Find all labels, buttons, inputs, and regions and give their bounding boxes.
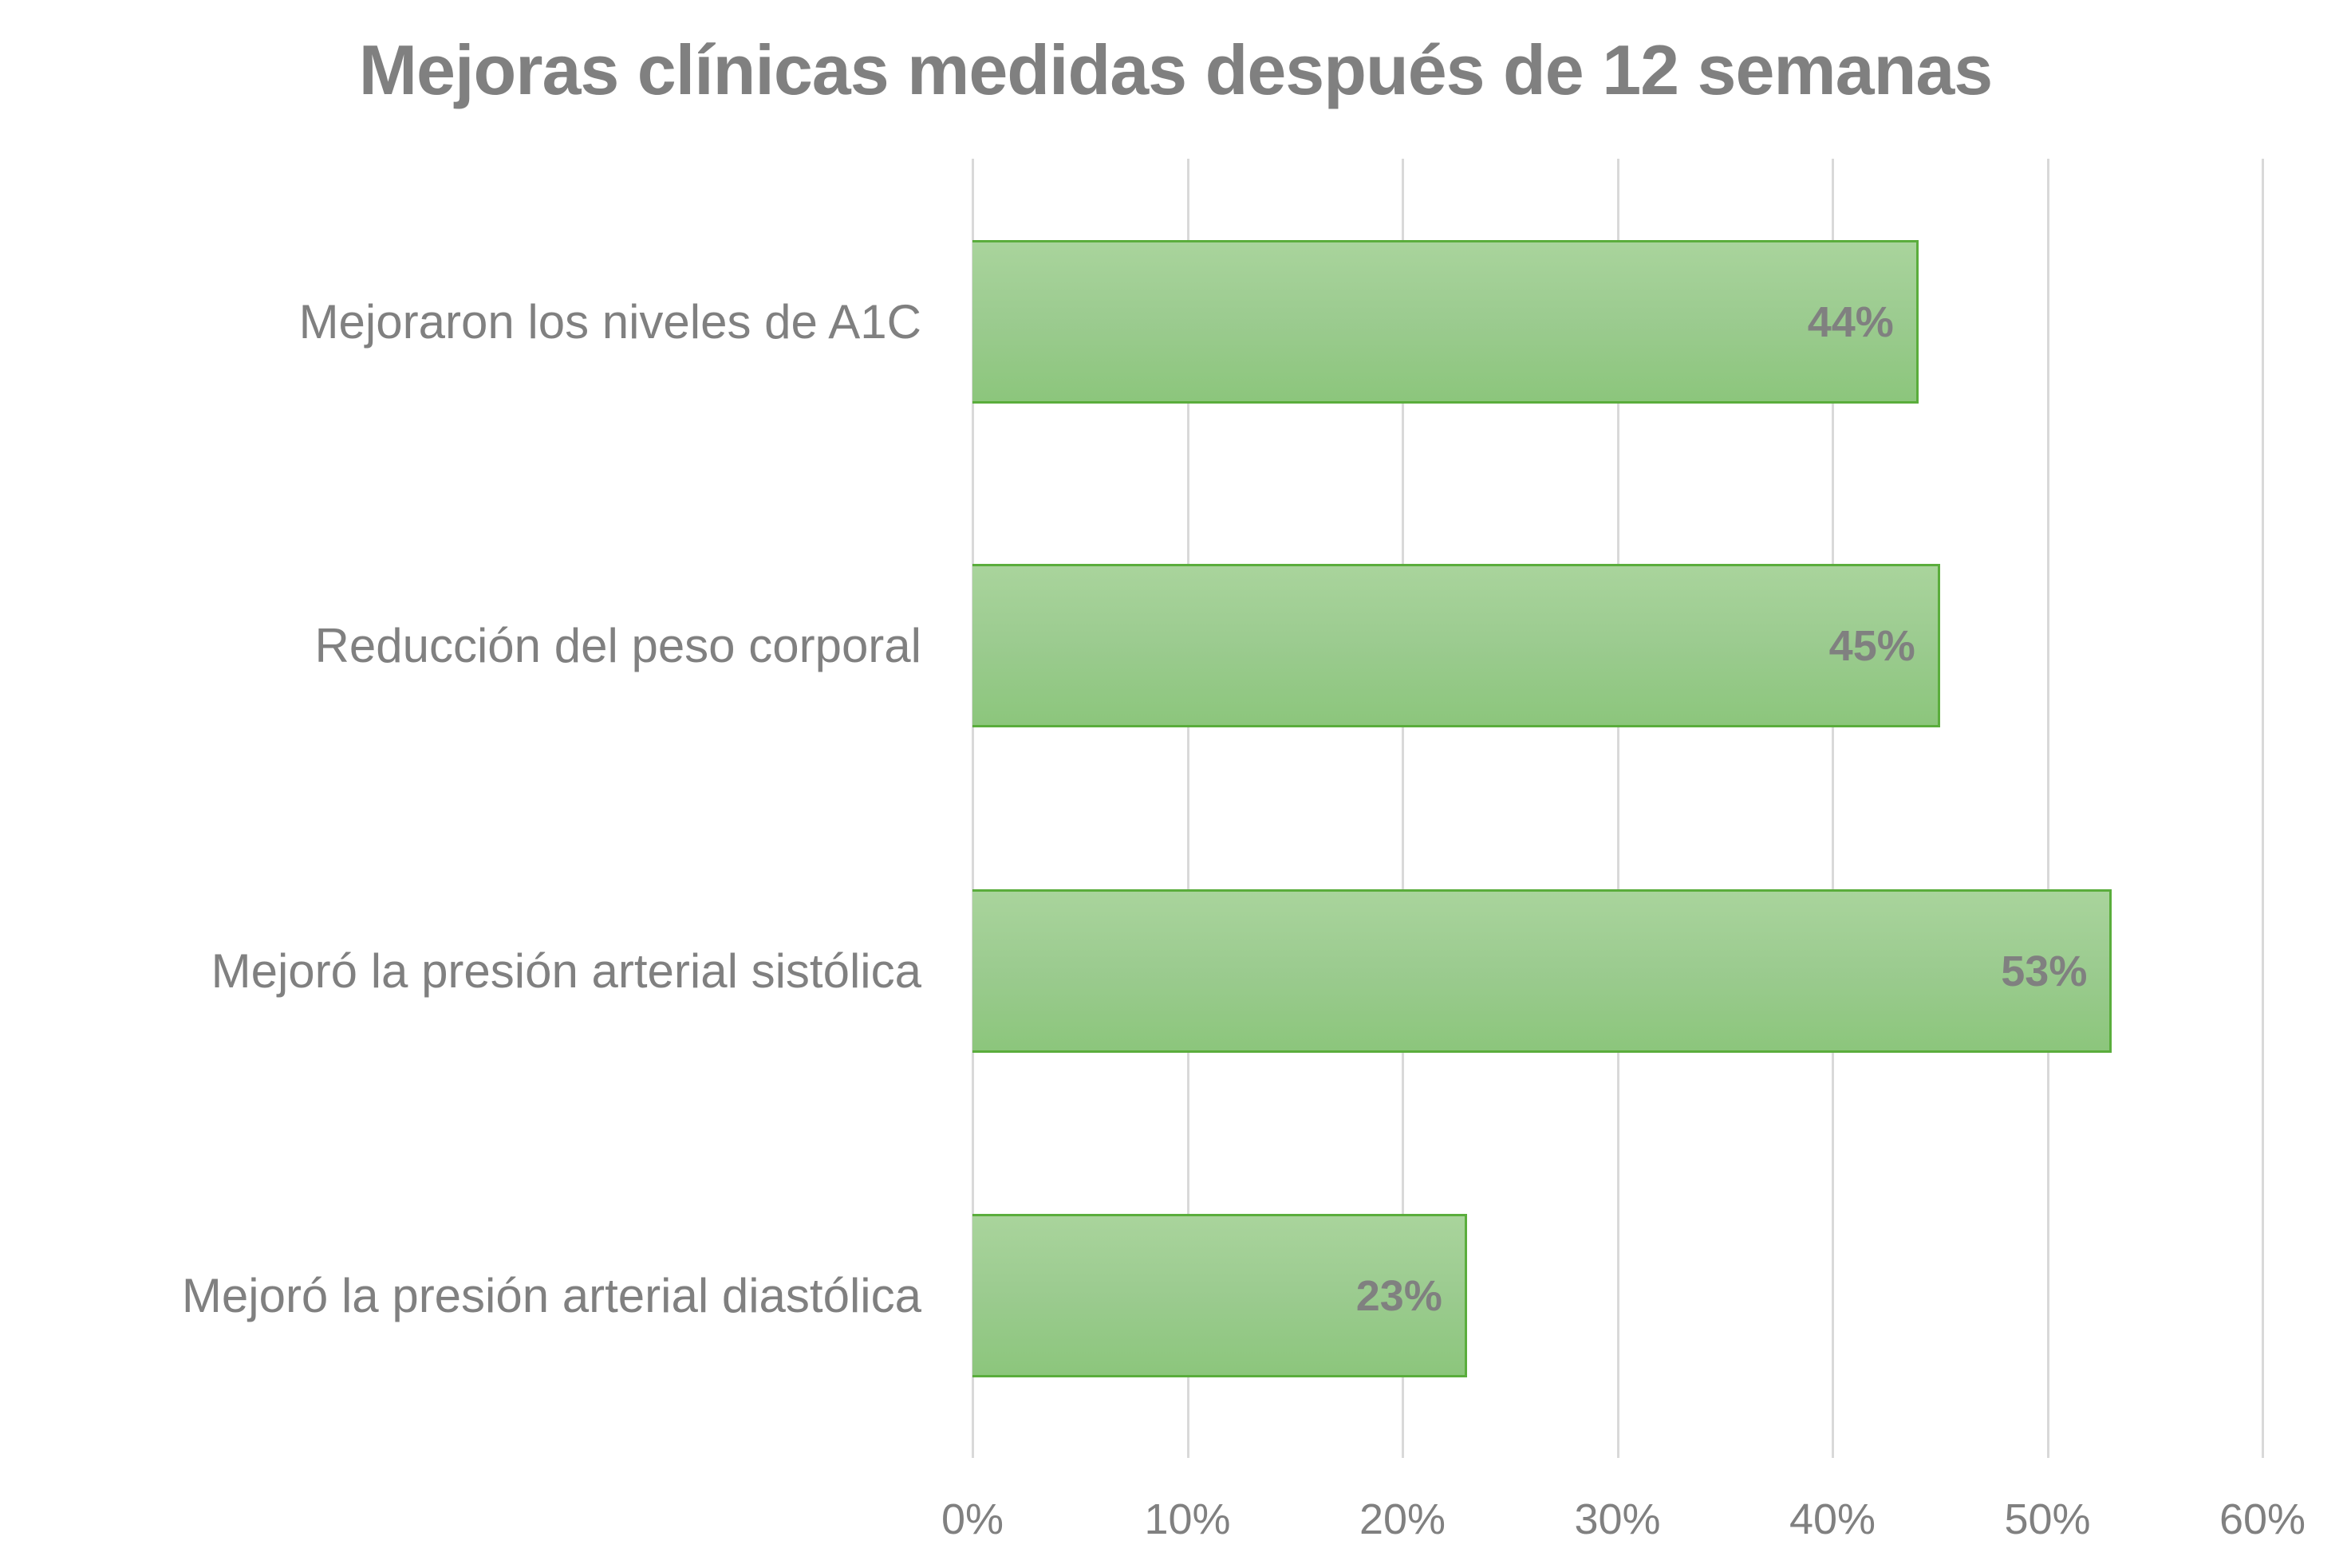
gridline-10 bbox=[1186, 159, 1189, 1458]
bar-a1c: 44% bbox=[972, 240, 1919, 404]
gridline-30 bbox=[1616, 159, 1619, 1458]
gridline-20 bbox=[1402, 159, 1404, 1458]
bar-value-label: 44% bbox=[1807, 297, 1894, 346]
category-label-weight: Reducción del peso corporal bbox=[314, 619, 921, 672]
bar-systolic: 53% bbox=[972, 889, 2112, 1053]
gridline-0 bbox=[972, 159, 974, 1458]
plot-area: 44% 45% 53% 23% bbox=[972, 159, 2264, 1458]
x-tick-60: 60% bbox=[2219, 1495, 2306, 1543]
gridline-60 bbox=[2262, 159, 2264, 1458]
bar-value-label: 53% bbox=[2001, 947, 2088, 995]
gridline-50 bbox=[2046, 159, 2049, 1458]
bar-diastolic: 23% bbox=[972, 1214, 1467, 1377]
x-tick-10: 10% bbox=[1144, 1495, 1231, 1543]
x-tick-50: 50% bbox=[2004, 1495, 2091, 1543]
bar-value-label: 23% bbox=[1355, 1271, 1442, 1320]
x-tick-40: 40% bbox=[1789, 1495, 1876, 1543]
x-tick-20: 20% bbox=[1359, 1495, 1446, 1543]
category-label-diastolic: Mejoró la presión arterial diastólica bbox=[181, 1269, 921, 1322]
bar-weight: 45% bbox=[972, 564, 1940, 727]
category-label-systolic: Mejoró la presión arterial sistólica bbox=[211, 944, 921, 998]
x-tick-0: 0% bbox=[941, 1495, 1004, 1543]
category-label-a1c: Mejoraron los niveles de A1C bbox=[298, 295, 921, 349]
gridline-40 bbox=[1832, 159, 1834, 1458]
bar-value-label: 45% bbox=[1828, 621, 1915, 670]
chart-title: Mejoras clínicas medidas después de 12 s… bbox=[358, 30, 1993, 109]
x-tick-30: 30% bbox=[1574, 1495, 1661, 1543]
